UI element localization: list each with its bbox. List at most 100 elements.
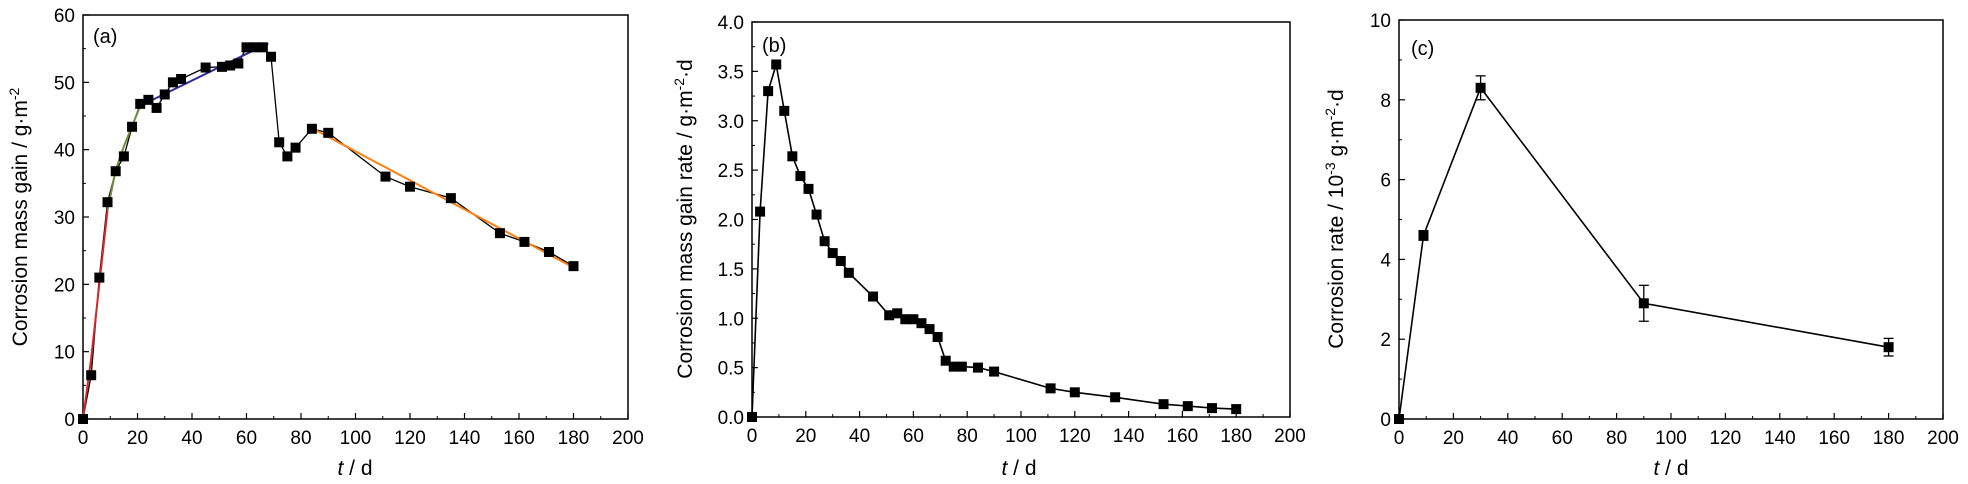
data-point	[94, 272, 105, 283]
x-tick-label: 140	[1113, 426, 1145, 447]
data-point	[811, 209, 822, 220]
data-point	[159, 89, 170, 100]
panel-a-ylabel-sup: -2	[6, 87, 22, 100]
data-point	[827, 248, 838, 259]
data-point	[916, 318, 927, 329]
y-tick-label: 3.5	[718, 62, 744, 83]
series-line	[1398, 86, 1889, 420]
data-point	[380, 171, 391, 182]
x-tick-label: 40	[1497, 428, 1518, 449]
data-point	[1638, 298, 1649, 309]
panel-a: (a) 0 20 40 60 80 100 120 140 160 180 200 0 10 20 30 40…	[6, 6, 644, 480]
x-tick-label: 20	[127, 428, 148, 449]
x-tick-label: 160	[503, 428, 535, 449]
y-tick-label: 2.5	[718, 161, 744, 182]
x-tick-label: 180	[558, 428, 590, 449]
data-point	[1883, 342, 1894, 353]
fit-line	[106, 105, 142, 211]
panel-c: (c) 0 20 40 60 80 100 120 140 160 180 200 0 2 4 6 8 10 C…	[1322, 11, 1959, 480]
data-point	[908, 314, 919, 325]
data-point	[249, 42, 260, 53]
x-tick-label: 200	[1927, 428, 1959, 449]
y-tick-label: 50	[54, 73, 75, 94]
x-tick-label: 60	[1552, 428, 1573, 449]
x-tick-label: 200	[612, 428, 644, 449]
data-point	[755, 206, 766, 217]
panel-b: (b) 0 20 40 60 80 100 120 140 160 180 200 0.0 0.5 1.0…	[671, 13, 1306, 480]
x-tick-label: 180	[1873, 428, 1905, 449]
data-point	[1206, 403, 1217, 414]
y-tick-label: 6	[1380, 171, 1391, 192]
data-point	[225, 60, 236, 71]
data-point	[78, 414, 88, 424]
data-point	[1231, 404, 1242, 415]
x-tick-label: 60	[903, 426, 924, 447]
x-tick-label: 140	[1764, 428, 1796, 449]
panel-a-ticks: 0 20 40 60 80 100 120 140 160 180 200 0 10 20 30 40 50 60	[54, 6, 644, 449]
data-point	[102, 197, 113, 208]
data-point	[568, 261, 579, 272]
fit-line	[82, 210, 109, 420]
data-point	[135, 98, 146, 109]
panel-b-xlabel: t / d	[1001, 457, 1036, 480]
panel-c-xlabel: t / d	[1653, 457, 1688, 480]
data-point	[405, 181, 415, 192]
data-point	[1158, 399, 1169, 410]
data-point	[1069, 387, 1080, 398]
data-point	[803, 183, 814, 194]
data-point	[972, 362, 983, 373]
x-tick-label: 120	[1710, 428, 1742, 449]
panel-c-label: (c)	[1411, 38, 1434, 60]
panel-c-line	[1398, 86, 1889, 420]
data-point	[940, 355, 951, 366]
y-tick-label: 60	[54, 6, 75, 27]
data-point	[323, 127, 334, 138]
data-point	[282, 151, 293, 162]
x-tick-label: 100	[1005, 426, 1037, 447]
data-point	[1394, 414, 1404, 424]
y-tick-label: 10	[54, 343, 75, 364]
x-tick-label: 0	[78, 428, 89, 449]
data-point	[257, 42, 268, 53]
data-point	[241, 42, 252, 53]
data-point	[216, 61, 227, 72]
data-point	[843, 267, 854, 278]
data-point	[1418, 230, 1429, 241]
x-tick-label: 40	[181, 428, 202, 449]
data-point	[1182, 401, 1193, 412]
x-tick-label: 120	[1059, 426, 1091, 447]
data-point	[868, 291, 879, 302]
data-point	[948, 361, 959, 372]
y-tick-label: 20	[54, 275, 75, 296]
data-point	[779, 105, 790, 116]
x-tick-label: 60	[236, 428, 257, 449]
data-point	[274, 137, 285, 148]
data-point	[771, 59, 782, 70]
data-point	[494, 228, 505, 239]
data-point	[543, 247, 554, 258]
data-point	[956, 361, 967, 372]
data-point	[795, 171, 806, 182]
x-tick-label: 40	[849, 426, 870, 447]
data-point	[290, 142, 301, 153]
y-tick-label: 10	[1370, 11, 1391, 32]
data-point	[1110, 392, 1121, 403]
data-point	[110, 166, 121, 177]
fit-line	[139, 42, 269, 107]
x-tick-label: 160	[1818, 428, 1850, 449]
data-point	[519, 236, 530, 247]
x-tick-label: 200	[1274, 426, 1306, 447]
panel-a-label: (a)	[93, 26, 117, 48]
data-point	[127, 121, 138, 132]
fit-line	[311, 127, 574, 269]
data-point	[924, 324, 935, 335]
y-tick-label: 2.0	[718, 211, 744, 232]
data-point	[1045, 383, 1056, 394]
data-point	[233, 58, 244, 69]
y-tick-label: 8	[1380, 91, 1391, 112]
panel-c-error-bars	[1418, 75, 1894, 357]
x-tick-label: 20	[795, 426, 816, 447]
panel-a-xlabel: t / d	[337, 457, 372, 480]
data-point	[266, 51, 277, 62]
